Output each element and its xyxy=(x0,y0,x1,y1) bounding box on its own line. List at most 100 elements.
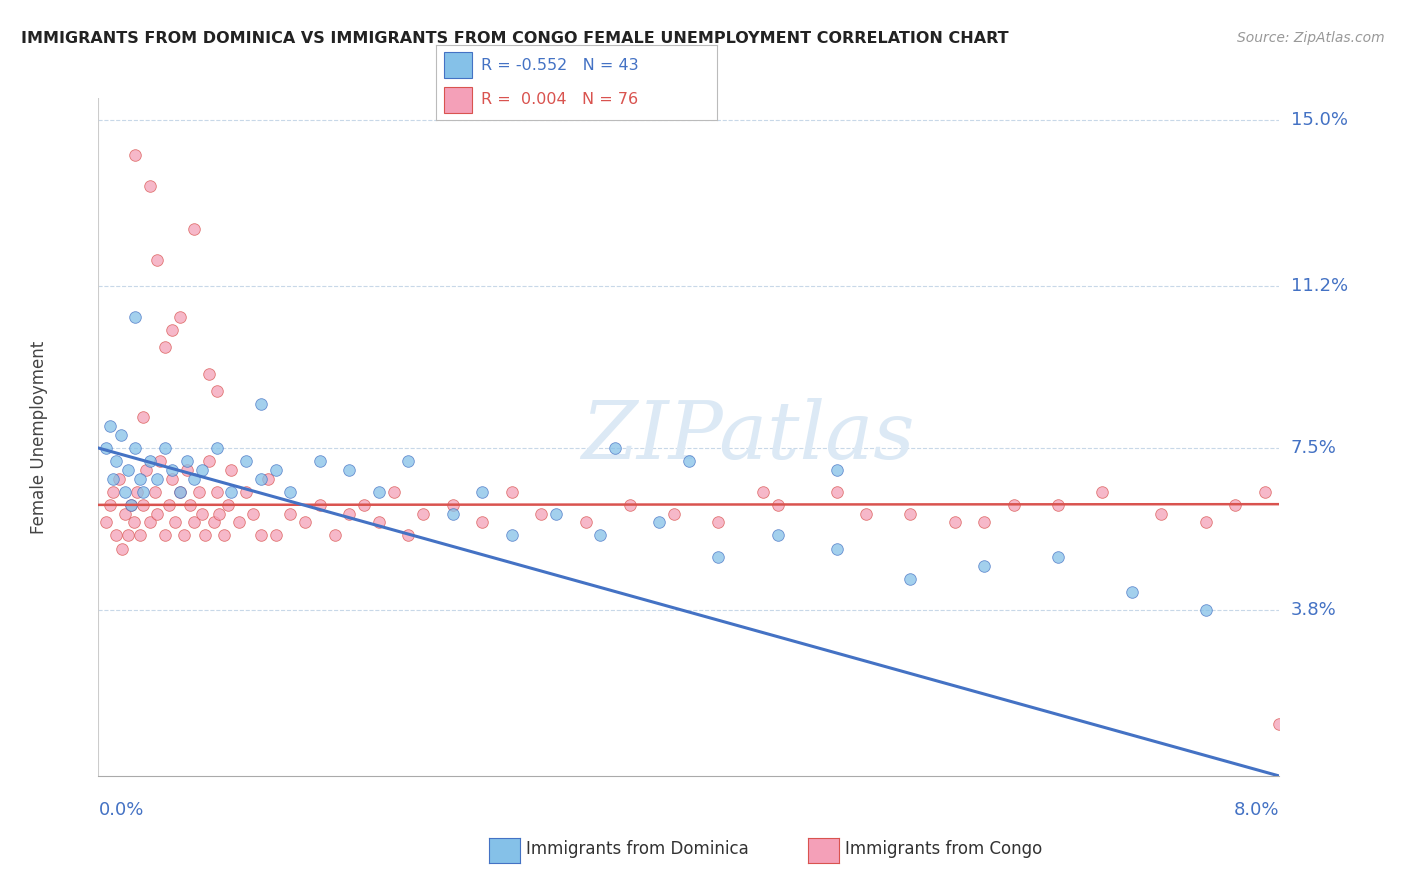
Point xyxy=(132,410,155,425)
Point xyxy=(605,441,627,455)
Point xyxy=(105,454,128,468)
Point xyxy=(337,507,360,521)
Point xyxy=(190,507,214,521)
Text: ZIPatlas: ZIPatlas xyxy=(581,399,915,475)
Point xyxy=(678,454,700,468)
Point xyxy=(219,463,242,477)
Point xyxy=(153,441,176,455)
Point xyxy=(1150,507,1173,521)
Point xyxy=(187,484,209,499)
Point xyxy=(825,463,848,477)
Point xyxy=(108,472,131,486)
Point xyxy=(825,484,848,499)
Point xyxy=(110,428,132,442)
Point xyxy=(825,541,848,556)
Text: R =  0.004   N = 76: R = 0.004 N = 76 xyxy=(481,93,638,107)
Point xyxy=(143,484,166,499)
Point xyxy=(707,516,730,530)
Point xyxy=(530,507,553,521)
Point xyxy=(973,516,995,530)
Point xyxy=(124,441,146,455)
Point xyxy=(766,498,789,512)
Bar xyxy=(444,52,472,78)
Point xyxy=(169,484,191,499)
Point xyxy=(278,484,301,499)
Text: 7.5%: 7.5% xyxy=(1291,439,1337,457)
Point xyxy=(648,516,671,530)
Point xyxy=(898,572,921,586)
Point xyxy=(471,484,494,499)
Text: Female Unemployment: Female Unemployment xyxy=(31,341,48,533)
Point xyxy=(619,498,641,512)
Point xyxy=(1223,498,1246,512)
Point xyxy=(198,367,221,381)
Point xyxy=(396,454,419,468)
Point xyxy=(124,148,146,162)
Point xyxy=(146,472,169,486)
Point xyxy=(337,463,360,477)
Point xyxy=(367,516,389,530)
Text: 11.2%: 11.2% xyxy=(1291,277,1348,295)
Point xyxy=(1254,484,1277,499)
Point xyxy=(898,507,921,521)
Point xyxy=(103,484,125,499)
Text: 15.0%: 15.0% xyxy=(1291,111,1347,129)
Point xyxy=(943,516,966,530)
Point xyxy=(471,516,494,530)
Point xyxy=(257,472,280,486)
Point xyxy=(751,484,773,499)
Point xyxy=(146,252,169,267)
Point xyxy=(250,472,273,486)
Point xyxy=(122,516,145,530)
Point xyxy=(132,498,155,512)
Point xyxy=(707,550,730,565)
Point xyxy=(250,528,273,542)
Point xyxy=(544,507,567,521)
Point xyxy=(353,498,375,512)
Point xyxy=(94,441,117,455)
Point xyxy=(855,507,877,521)
Point xyxy=(217,498,239,512)
Point xyxy=(98,419,121,434)
Point xyxy=(190,463,214,477)
Point xyxy=(120,498,142,512)
Point xyxy=(128,528,150,542)
Point xyxy=(179,498,201,512)
Point xyxy=(219,484,242,499)
Point xyxy=(278,507,301,521)
Point xyxy=(1091,484,1114,499)
Point xyxy=(135,463,157,477)
Point xyxy=(183,472,205,486)
Point xyxy=(441,507,464,521)
Point xyxy=(242,507,264,521)
Text: R = -0.552   N = 43: R = -0.552 N = 43 xyxy=(481,58,638,72)
Point xyxy=(139,178,162,193)
Point xyxy=(117,463,139,477)
Point xyxy=(264,463,287,477)
Point xyxy=(125,484,148,499)
Point xyxy=(1121,585,1143,599)
Point xyxy=(162,472,183,486)
Point xyxy=(153,340,176,354)
Text: Source: ZipAtlas.com: Source: ZipAtlas.com xyxy=(1237,31,1385,45)
Point xyxy=(766,528,789,542)
Point xyxy=(205,441,228,455)
Point xyxy=(94,516,117,530)
Text: Immigrants from Dominica: Immigrants from Dominica xyxy=(526,840,748,858)
Point xyxy=(367,484,389,499)
Point xyxy=(132,484,155,499)
Point xyxy=(146,507,169,521)
Text: 0.0%: 0.0% xyxy=(98,801,143,819)
Point xyxy=(1046,550,1069,565)
Point xyxy=(396,528,419,542)
Point xyxy=(176,463,198,477)
Text: 3.8%: 3.8% xyxy=(1291,601,1336,619)
Point xyxy=(103,472,125,486)
Point xyxy=(212,528,235,542)
Point xyxy=(308,454,332,468)
Point xyxy=(173,528,195,542)
Text: 8.0%: 8.0% xyxy=(1234,801,1279,819)
Text: Immigrants from Congo: Immigrants from Congo xyxy=(845,840,1042,858)
Point xyxy=(501,528,523,542)
Point xyxy=(441,498,464,512)
